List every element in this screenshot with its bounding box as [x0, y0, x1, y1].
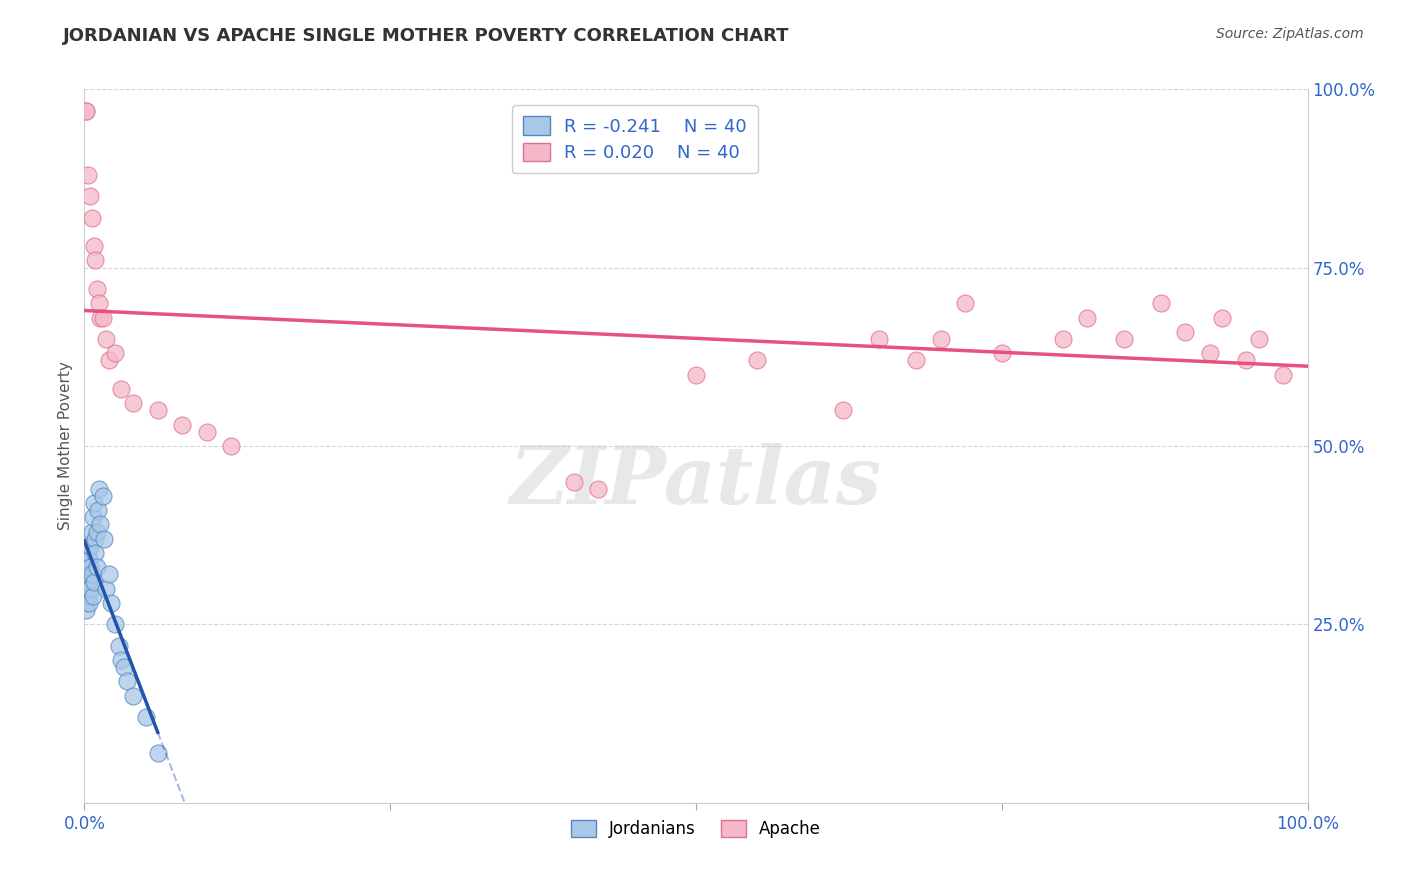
Point	[104, 346, 127, 360]
Point	[135, 710, 157, 724]
Point	[77, 168, 100, 182]
Point	[905, 353, 928, 368]
Point	[86, 282, 108, 296]
Point	[86, 524, 108, 539]
Point	[89, 517, 111, 532]
Point	[953, 296, 976, 310]
Point	[1052, 332, 1074, 346]
Point	[1211, 310, 1233, 325]
Point	[91, 310, 114, 325]
Point	[146, 403, 169, 417]
Point	[75, 574, 97, 589]
Point	[219, 439, 242, 453]
Point	[75, 603, 97, 617]
Point	[83, 496, 105, 510]
Y-axis label: Single Mother Poverty: Single Mother Poverty	[58, 361, 73, 531]
Point	[77, 596, 100, 610]
Point	[76, 582, 98, 596]
Point	[76, 560, 98, 574]
Point	[1247, 332, 1270, 346]
Point	[195, 425, 218, 439]
Point	[93, 532, 115, 546]
Text: JORDANIAN VS APACHE SINGLE MOTHER POVERTY CORRELATION CHART: JORDANIAN VS APACHE SINGLE MOTHER POVERT…	[63, 27, 790, 45]
Point	[77, 546, 100, 560]
Point	[110, 382, 132, 396]
Point	[80, 211, 103, 225]
Point	[96, 332, 118, 346]
Point	[79, 560, 101, 574]
Point	[79, 539, 101, 553]
Point	[122, 396, 145, 410]
Point	[84, 532, 107, 546]
Point	[1198, 346, 1220, 360]
Point	[83, 239, 105, 253]
Point	[84, 253, 107, 268]
Point	[831, 403, 853, 417]
Point	[79, 582, 101, 596]
Point	[1150, 296, 1173, 310]
Point	[77, 553, 100, 567]
Point	[1272, 368, 1295, 382]
Point	[107, 639, 129, 653]
Point	[1236, 353, 1258, 368]
Point	[685, 368, 707, 382]
Point	[80, 567, 103, 582]
Point	[82, 589, 104, 603]
Point	[87, 503, 110, 517]
Point	[586, 482, 609, 496]
Point	[869, 332, 891, 346]
Point	[562, 475, 585, 489]
Text: Source: ZipAtlas.com: Source: ZipAtlas.com	[1216, 27, 1364, 41]
Point	[747, 353, 769, 368]
Point	[1174, 325, 1197, 339]
Point	[86, 560, 108, 574]
Point	[1114, 332, 1136, 346]
Point	[87, 482, 110, 496]
Point	[80, 524, 103, 539]
Point	[1076, 310, 1098, 325]
Point	[929, 332, 952, 346]
Point	[83, 574, 105, 589]
Point	[84, 546, 107, 560]
Legend: Jordanians, Apache: Jordanians, Apache	[564, 813, 828, 845]
Point	[82, 510, 104, 524]
Point	[96, 582, 118, 596]
Point	[100, 596, 122, 610]
Point	[115, 674, 138, 689]
Point	[75, 103, 97, 118]
Point	[97, 353, 120, 368]
Point	[87, 296, 110, 310]
Point	[77, 589, 100, 603]
Point	[146, 746, 169, 760]
Point	[77, 567, 100, 582]
Point	[75, 103, 97, 118]
Point	[75, 596, 97, 610]
Point	[991, 346, 1014, 360]
Point	[77, 574, 100, 589]
Point	[89, 310, 111, 325]
Point	[104, 617, 127, 632]
Point	[110, 653, 132, 667]
Point	[112, 660, 135, 674]
Text: ZIPatlas: ZIPatlas	[510, 443, 882, 520]
Point	[122, 689, 145, 703]
Point	[97, 567, 120, 582]
Point	[79, 189, 101, 203]
Point	[91, 489, 114, 503]
Point	[172, 417, 194, 432]
